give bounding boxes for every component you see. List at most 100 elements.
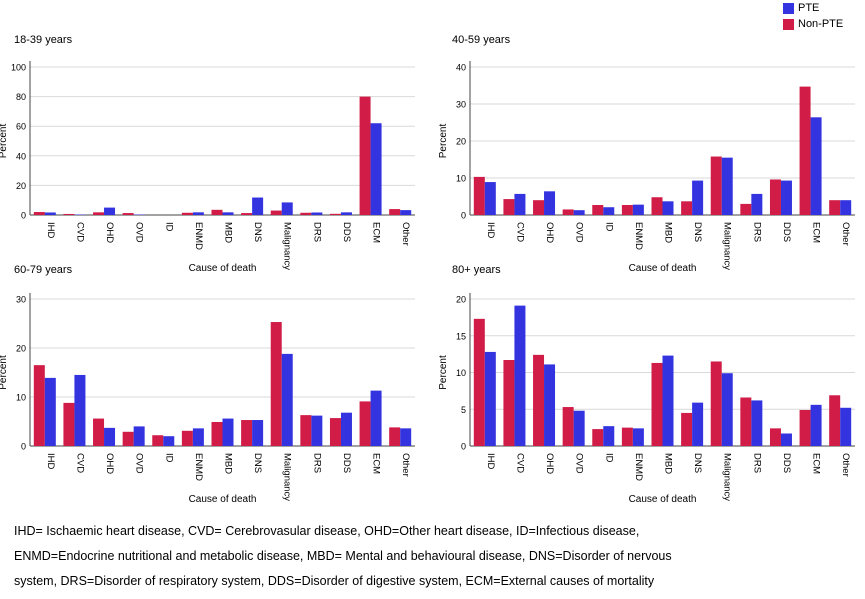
bar-non-pte-cvd bbox=[63, 403, 74, 446]
x-tick-label: ID bbox=[163, 222, 174, 232]
bar-pte-cvd bbox=[74, 375, 85, 446]
x-tick-label: DRS bbox=[311, 222, 322, 242]
x-tick-label: Malignancy bbox=[282, 222, 293, 270]
bar-non-pte-drs bbox=[300, 415, 311, 446]
legend-label-non-pte: Non-PTE bbox=[798, 16, 843, 32]
bar-non-pte-other bbox=[389, 209, 400, 215]
bar-pte-other bbox=[400, 428, 411, 446]
y-tick-label: 0 bbox=[21, 442, 26, 452]
x-tick-label: DDS bbox=[781, 222, 792, 242]
bar-pte-id bbox=[603, 207, 614, 215]
panel-title: 60-79 years bbox=[14, 264, 73, 276]
bar-pte-mbd bbox=[663, 201, 674, 215]
bar-pte-enmd bbox=[633, 205, 644, 215]
bar-non-pte-dns bbox=[681, 201, 692, 215]
x-axis-label: Cause of death bbox=[629, 263, 697, 274]
bar-pte-ohd bbox=[544, 191, 555, 215]
x-tick-label: Other bbox=[400, 453, 411, 477]
bar-non-pte-ovd bbox=[123, 432, 134, 446]
bar-pte-other bbox=[840, 200, 851, 215]
bar-non-pte-ecm bbox=[800, 410, 811, 446]
bar-non-pte-other bbox=[829, 395, 840, 446]
bar-pte-malignancy bbox=[722, 373, 733, 446]
bar-non-pte-drs bbox=[740, 204, 751, 215]
y-tick-label: 10 bbox=[456, 174, 466, 184]
bar-non-pte-cvd bbox=[63, 214, 74, 215]
x-tick-label: IHD bbox=[45, 222, 56, 239]
bar-non-pte-drs bbox=[740, 397, 751, 446]
chart-legend: PTE Non-PTE bbox=[783, 0, 843, 32]
x-tick-label: OHD bbox=[544, 222, 555, 243]
y-tick-label: 40 bbox=[16, 151, 26, 161]
bar-pte-ihd bbox=[485, 182, 496, 215]
y-axis-label: Percent bbox=[438, 355, 449, 390]
bar-non-pte-mbd bbox=[212, 210, 223, 215]
x-tick-label: ID bbox=[603, 222, 614, 232]
bar-pte-ohd bbox=[104, 428, 115, 446]
x-axis-label: Cause of death bbox=[189, 263, 257, 274]
bar-pte-ecm bbox=[811, 405, 822, 446]
x-tick-label: DNS bbox=[692, 222, 703, 242]
bar-non-pte-dds bbox=[770, 179, 781, 215]
bar-pte-drs bbox=[311, 212, 322, 215]
bar-pte-dds bbox=[341, 212, 352, 215]
bar-non-pte-other bbox=[829, 200, 840, 215]
y-tick-label: 60 bbox=[16, 122, 26, 132]
bar-pte-dds bbox=[781, 434, 792, 446]
bar-non-pte-cvd bbox=[503, 199, 514, 215]
bar-pte-ihd bbox=[485, 352, 496, 446]
x-tick-label: MBD bbox=[223, 222, 234, 243]
y-tick-label: 20 bbox=[456, 295, 466, 305]
bar-pte-malignancy bbox=[722, 158, 733, 215]
bar-pte-ecm bbox=[371, 123, 382, 215]
y-tick-label: 40 bbox=[456, 63, 466, 73]
x-tick-label: ENMD bbox=[193, 453, 204, 481]
bar-pte-other bbox=[840, 408, 851, 446]
bar-pte-ovd bbox=[574, 411, 585, 446]
x-tick-label: CVD bbox=[74, 222, 85, 242]
x-tick-label: DRS bbox=[751, 453, 762, 473]
x-tick-label: ENMD bbox=[193, 222, 204, 250]
x-tick-label: DDS bbox=[341, 222, 352, 242]
y-tick-label: 0 bbox=[461, 211, 466, 221]
x-tick-label: OVD bbox=[134, 453, 145, 474]
x-axis-label: Cause of death bbox=[189, 494, 257, 505]
bar-pte-enmd bbox=[633, 428, 644, 446]
x-tick-label: ECM bbox=[371, 222, 382, 243]
bar-non-pte-ohd bbox=[93, 212, 104, 215]
bar-pte-drs bbox=[751, 400, 762, 446]
bar-non-pte-mbd bbox=[652, 197, 663, 215]
legend-label-pte: PTE bbox=[798, 0, 819, 16]
bar-pte-enmd bbox=[193, 212, 204, 215]
x-tick-label: ENMD bbox=[633, 222, 644, 250]
x-tick-label: DNS bbox=[692, 453, 703, 473]
bar-non-pte-dns bbox=[241, 213, 252, 215]
footnote-line: system, DRS=Disorder of respiratory syst… bbox=[14, 574, 854, 599]
panel-title: 40-59 years bbox=[452, 34, 511, 46]
bar-non-pte-dds bbox=[330, 418, 341, 446]
y-tick-label: 10 bbox=[16, 393, 26, 403]
x-tick-label: MBD bbox=[223, 453, 234, 474]
bar-pte-ecm bbox=[811, 117, 822, 215]
bar-non-pte-ovd bbox=[123, 213, 134, 215]
x-tick-label: Malignancy bbox=[722, 453, 733, 501]
bar-non-pte-ecm bbox=[360, 401, 371, 446]
bar-non-pte-drs bbox=[300, 213, 311, 215]
bar-pte-dns bbox=[252, 420, 263, 446]
bar-pte-mbd bbox=[663, 356, 674, 446]
legend-swatch-pte bbox=[783, 3, 794, 14]
bar-non-pte-id bbox=[592, 429, 603, 446]
bar-non-pte-enmd bbox=[182, 431, 193, 446]
bar-non-pte-cvd bbox=[503, 360, 514, 446]
x-tick-label: MBD bbox=[663, 222, 674, 243]
bar-pte-ovd bbox=[574, 210, 585, 215]
y-tick-label: 20 bbox=[456, 137, 466, 147]
bar-pte-enmd bbox=[193, 428, 204, 446]
x-tick-label: ECM bbox=[811, 453, 822, 474]
bar-pte-dns bbox=[692, 181, 703, 215]
bar-non-pte-id bbox=[152, 435, 163, 446]
bar-pte-cvd bbox=[514, 306, 525, 446]
x-tick-label: CVD bbox=[514, 453, 525, 473]
bar-pte-malignancy bbox=[282, 354, 293, 446]
x-tick-label: Malignancy bbox=[722, 222, 733, 270]
